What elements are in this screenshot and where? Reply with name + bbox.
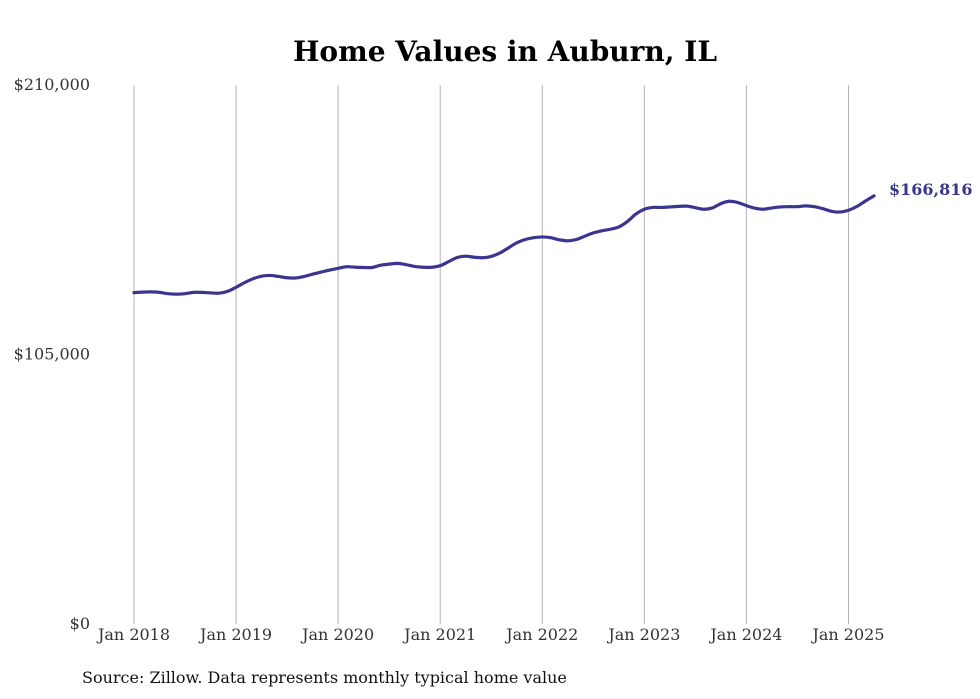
x-axis-tick-labels: Jan 2018 Jan 2019 Jan 2020 Jan 2021 Jan 2022… bbox=[96, 625, 885, 644]
x-tick-label-3: Jan 2021 bbox=[402, 625, 476, 644]
x-tick-label-6: Jan 2024 bbox=[708, 625, 782, 644]
series-layer: $166,816 bbox=[132, 180, 973, 296]
x-tick-label-0: Jan 2018 bbox=[96, 625, 170, 644]
chart-title: Home Values in Auburn, IL bbox=[293, 35, 717, 68]
vertical-gridlines bbox=[133, 85, 849, 624]
x-tick-label-1: Jan 2019 bbox=[198, 625, 272, 644]
series-line-home-value bbox=[132, 194, 876, 296]
y-tick-label-1: $105,000 bbox=[14, 345, 90, 364]
y-tick-label-0: $0 bbox=[70, 614, 90, 633]
x-tick-label-4: Jan 2022 bbox=[504, 625, 578, 644]
y-axis-tick-labels: $0 $105,000 $210,000 bbox=[14, 75, 90, 633]
source-note: Source: Zillow. Data represents monthly … bbox=[82, 668, 567, 687]
x-tick-label-5: Jan 2023 bbox=[606, 625, 680, 644]
end-value-label: $166,816 bbox=[889, 180, 973, 199]
x-tick-label-7: Jan 2025 bbox=[810, 625, 884, 644]
x-tick-label-2: Jan 2020 bbox=[300, 625, 374, 644]
y-tick-label-2: $210,000 bbox=[14, 75, 90, 94]
